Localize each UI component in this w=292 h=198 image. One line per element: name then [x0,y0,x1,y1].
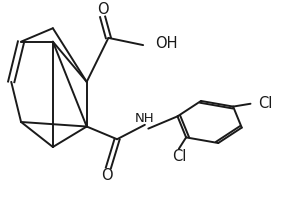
Text: Cl: Cl [172,149,186,164]
Text: Cl: Cl [259,96,273,111]
Text: OH: OH [155,36,178,51]
Text: O: O [101,168,113,183]
Text: O: O [97,2,108,17]
Text: NH: NH [135,112,155,125]
